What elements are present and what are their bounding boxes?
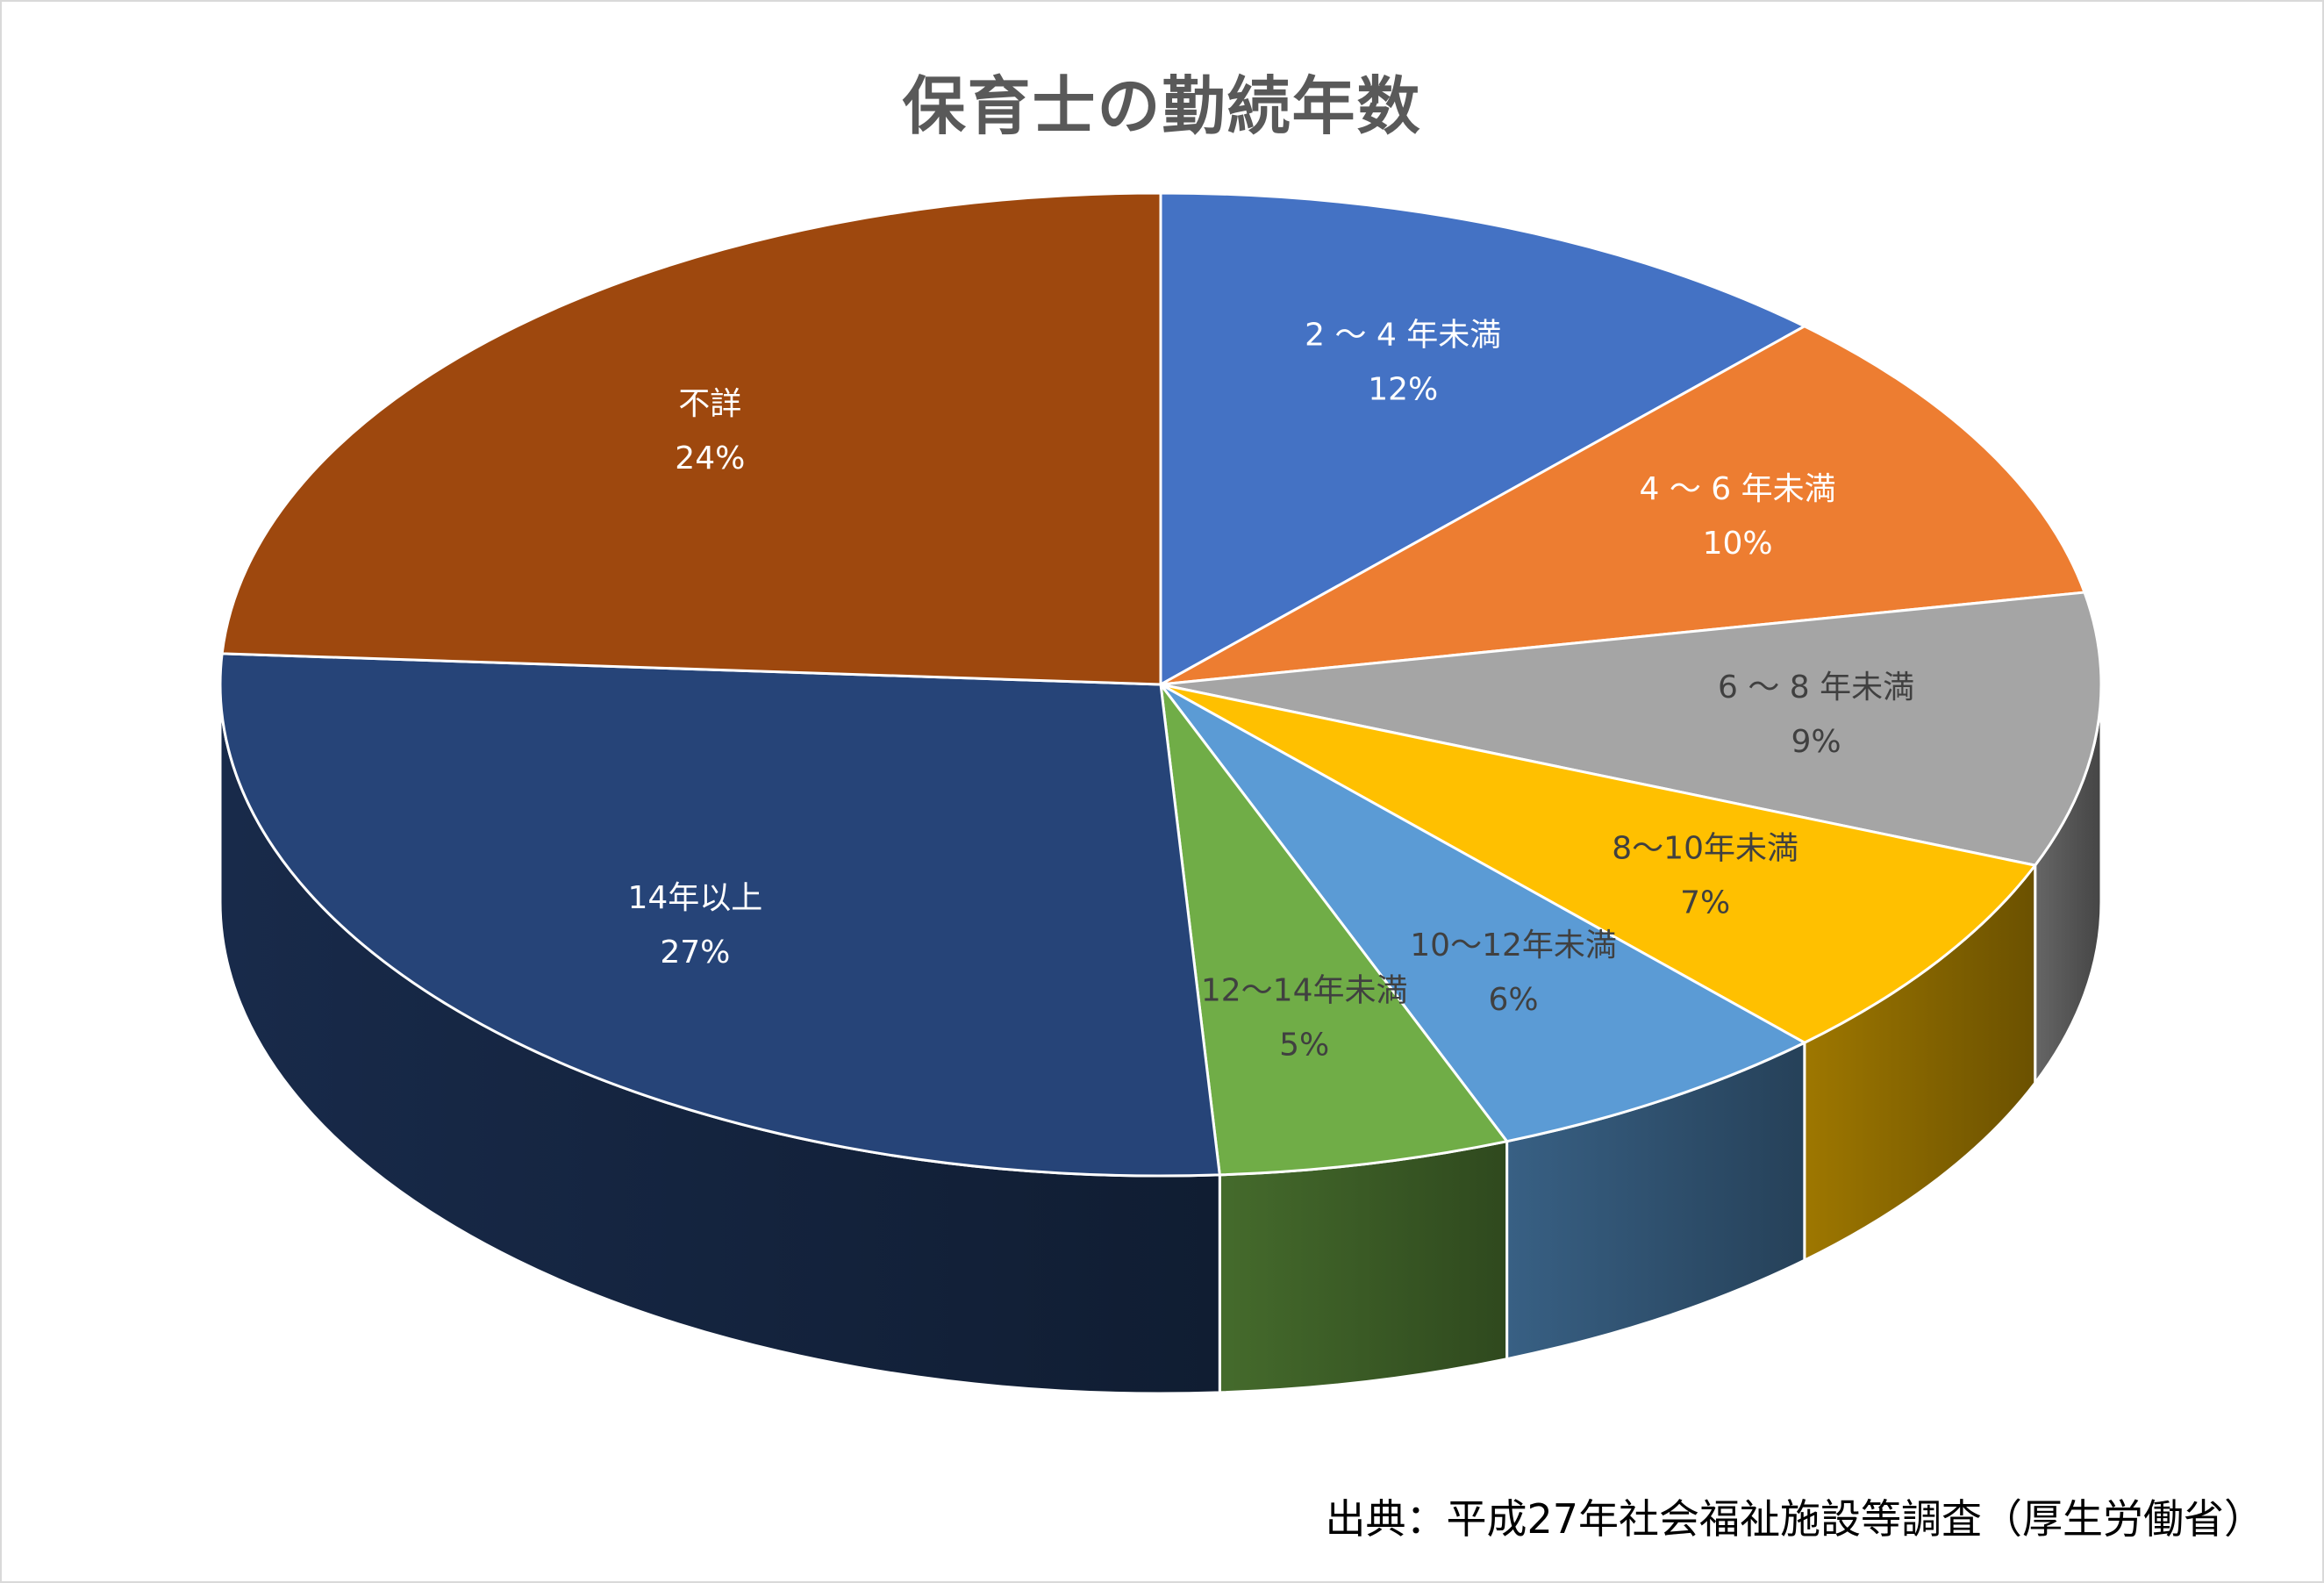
- slice-label-value-5: 5%: [1279, 1028, 1329, 1064]
- pie-sides: [218, 684, 2103, 1395]
- pie-labels: 2 ～ 4 年未満 12% 4 ～ 6 年未満 10% 6 ～ 8 年未満 9% 8～10年…: [627, 318, 1914, 1064]
- slice-3: [1159, 683, 2037, 1044]
- slice-0: [1159, 191, 1806, 686]
- slice-7: [220, 191, 1162, 686]
- slice-label-value-6: 27%: [660, 935, 730, 971]
- slice-label-value-1: 10%: [1703, 526, 1773, 562]
- slice-label-value-3: 7%: [1680, 885, 1730, 920]
- slice-label-category-4: 10～12年未満: [1410, 928, 1617, 963]
- slice-label-value-7: 24%: [675, 441, 745, 476]
- slice-label-category-5: 12～14年未満: [1201, 973, 1408, 1009]
- slice-label-category-3: 8～10年未満: [1612, 830, 1798, 866]
- slice-5: [1159, 683, 1509, 1177]
- slice-label-category-0: 2 ～ 4 年未満: [1305, 318, 1501, 354]
- slice-label-value-2: 9%: [1791, 724, 1841, 760]
- chart-title: 保育士の勤続年数: [902, 69, 1422, 143]
- slice-4: [1159, 683, 1806, 1143]
- slice-label-category-6: 14年以上: [627, 880, 762, 916]
- slice-6: [218, 652, 1221, 1178]
- slice-2: [1159, 591, 2103, 867]
- pie-top: [218, 191, 2103, 1178]
- slice-label-value-4: 6%: [1489, 982, 1539, 1018]
- slice-label-category-7: 不詳: [678, 386, 741, 422]
- slice-label-category-1: 4 ～ 6 年未満: [1640, 471, 1836, 507]
- source-note: 出典：平成27年社会福祉施設等調査（厚生労働省）: [1325, 1495, 2264, 1543]
- slice-label-category-2: 6 ～ 8 年未満: [1718, 670, 1914, 706]
- slice-1: [1159, 325, 2086, 686]
- slice-side-5: [1218, 1139, 1509, 1394]
- slice-label-value-0: 12%: [1368, 372, 1438, 408]
